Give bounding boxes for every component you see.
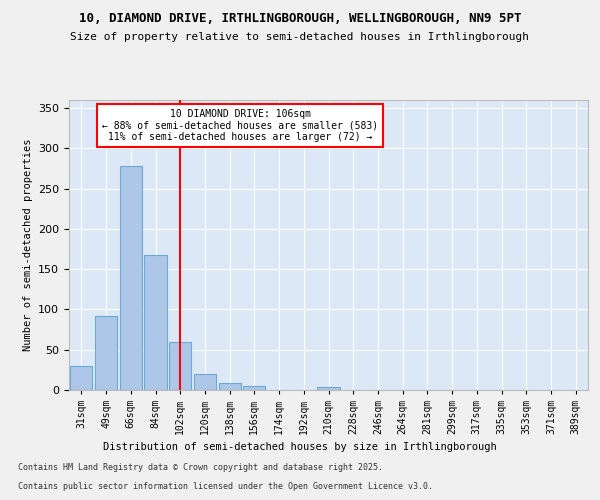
Text: Size of property relative to semi-detached houses in Irthlingborough: Size of property relative to semi-detach… [71,32,530,42]
Text: Contains public sector information licensed under the Open Government Licence v3: Contains public sector information licen… [18,482,433,491]
Bar [119,166,142,390]
Text: 10 DIAMOND DRIVE: 106sqm
← 88% of semi-detached houses are smaller (583)
11% of : 10 DIAMOND DRIVE: 106sqm ← 88% of semi-d… [102,108,379,142]
Bar [169,342,191,390]
Bar [145,256,167,390]
Text: 10, DIAMOND DRIVE, IRTHLINGBOROUGH, WELLINGBOROUGH, NN9 5PT: 10, DIAMOND DRIVE, IRTHLINGBOROUGH, WELL… [79,12,521,26]
Bar [95,316,117,390]
Bar [194,374,216,390]
Bar [243,386,265,390]
Text: Contains HM Land Registry data © Crown copyright and database right 2025.: Contains HM Land Registry data © Crown c… [18,464,383,472]
Text: Distribution of semi-detached houses by size in Irthlingborough: Distribution of semi-detached houses by … [103,442,497,452]
Bar [317,387,340,390]
Bar [218,383,241,390]
Bar [70,366,92,390]
Y-axis label: Number of semi-detached properties: Number of semi-detached properties [23,138,32,352]
